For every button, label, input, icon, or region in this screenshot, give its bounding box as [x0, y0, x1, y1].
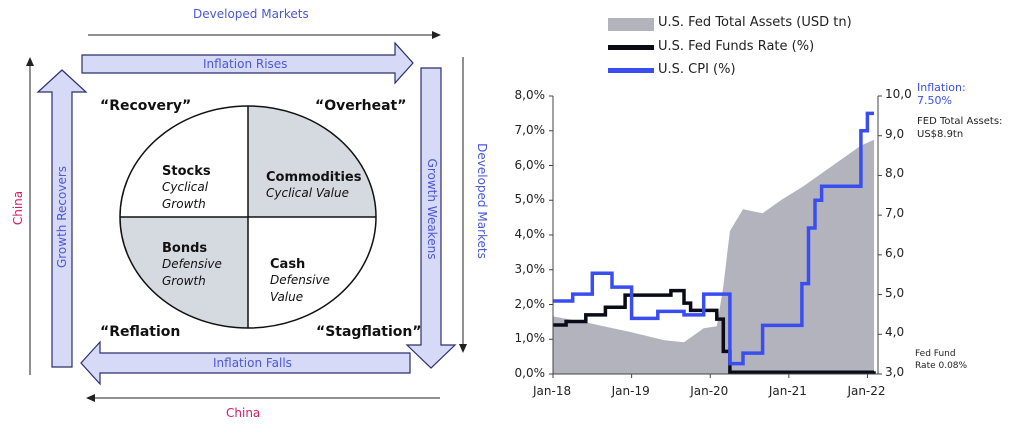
- arrow-right-shape: [405, 67, 457, 369]
- legend-swatch-cpi: [608, 68, 654, 73]
- quadrant-commodities-sub1: Cyclical Value: [266, 186, 349, 200]
- left-tick-label: 3,0%: [514, 261, 546, 276]
- quadrant-cash-sub2: Value: [270, 290, 304, 304]
- annotation-fed-2: Rate 0.08%: [915, 361, 968, 371]
- bottom-thin-arrowhead: [86, 394, 95, 402]
- annotation-assets-2: US$8.9tn: [917, 129, 964, 140]
- right-tick-label: 9,0: [885, 126, 905, 141]
- quadrant-cash: Cash Defensive Value: [270, 257, 330, 306]
- x-tick-label: Jan-21: [768, 384, 807, 398]
- series-fed-assets-area: [553, 139, 874, 374]
- arrow-bottom-label: Inflation Falls: [213, 356, 292, 370]
- x-tick-label: Jan-20: [690, 384, 729, 398]
- right-tick-label: 10,0: [885, 87, 912, 101]
- legend-swatch-fed: [608, 45, 654, 50]
- quadrant-stocks-sub1: Cyclical: [162, 180, 209, 194]
- quadrant-stocks-sub2: Growth: [162, 197, 206, 211]
- phase-overheat: “Overheat”: [315, 98, 407, 114]
- x-tick-label: Jan-19: [611, 384, 650, 398]
- annotation-fed-1: Fed Fund: [915, 349, 956, 359]
- quadrant-commodities: Commodities Cyclical Value: [266, 170, 361, 202]
- left-tick-label: 5,0%: [514, 192, 546, 207]
- x-tick-label: Jan-22: [847, 384, 886, 398]
- right-tick-label: 7,0: [885, 206, 905, 221]
- left-tick-label: 1,0%: [514, 331, 546, 346]
- quadrant-bonds-sub1: Defensive: [162, 257, 222, 271]
- left-tick-label: 2,0%: [514, 296, 546, 311]
- quadrant-cash-sub1: Defensive: [270, 273, 330, 287]
- annotation-assets-1: FED Total Assets:: [917, 116, 1003, 127]
- left-tick-label: 7,0%: [514, 122, 546, 137]
- annotation-inflation-1: Inflation:: [917, 81, 966, 94]
- left-tick-label: 0,0%: [514, 366, 546, 380]
- top-thin-arrowhead: [432, 31, 441, 39]
- bottom-axis-label: China: [226, 406, 261, 420]
- quadrant-stocks: Stocks Cyclical Growth: [162, 164, 211, 213]
- right-thin-arrowhead: [459, 344, 467, 353]
- right-tick-label: 4,0: [885, 325, 905, 340]
- left-thin-arrowhead: [26, 57, 34, 66]
- arrow-top-label: Inflation Rises: [203, 57, 288, 71]
- left-tick-label: 4,0%: [514, 227, 546, 241]
- top-axis-label: Developed Markets: [193, 7, 309, 21]
- right-tick-label: 3,0: [885, 365, 905, 379]
- legend-swatch-assets: [608, 18, 654, 31]
- right-tick-label: 5,0: [885, 285, 905, 300]
- right-tick-label: 8,0: [885, 166, 905, 181]
- quadrant-bonds-sub2: Growth: [162, 274, 206, 288]
- annotation-inflation-2: 7.50%: [917, 94, 952, 107]
- right-tick-label: 6,0: [885, 245, 905, 260]
- arrow-left-shape: [36, 69, 88, 368]
- quadrant-bonds-title: Bonds: [162, 241, 208, 256]
- series-cpi-line: [553, 111, 874, 366]
- quadrant-cash-title: Cash: [270, 257, 306, 272]
- phase-recovery: “Recovery”: [100, 98, 192, 114]
- phase-stagflation: “Stagflation”: [316, 324, 422, 340]
- arrow-top-shape: [81, 41, 414, 85]
- legend-label-cpi: U.S. CPI (%): [658, 62, 736, 77]
- framework-shapes: [26, 31, 467, 402]
- x-tick-label: Jan-18: [533, 384, 572, 398]
- quadrant-stocks-title: Stocks: [162, 164, 211, 179]
- quadrant-commodities-title: Commodities: [266, 170, 362, 185]
- quadrant-bonds: Bonds Defensive Growth: [162, 241, 222, 290]
- arrow-bottom-shape: [80, 340, 411, 386]
- left-tick-label: 8,0%: [514, 88, 546, 102]
- legend-label-assets: U.S. Fed Total Assets (USD tn): [658, 15, 852, 30]
- series-fed-funds-line: [553, 288, 876, 375]
- legend-label-fed: U.S. Fed Funds Rate (%): [658, 39, 815, 54]
- left-tick-label: 6,0%: [514, 157, 546, 172]
- phase-reflation: “Reflation: [100, 324, 181, 340]
